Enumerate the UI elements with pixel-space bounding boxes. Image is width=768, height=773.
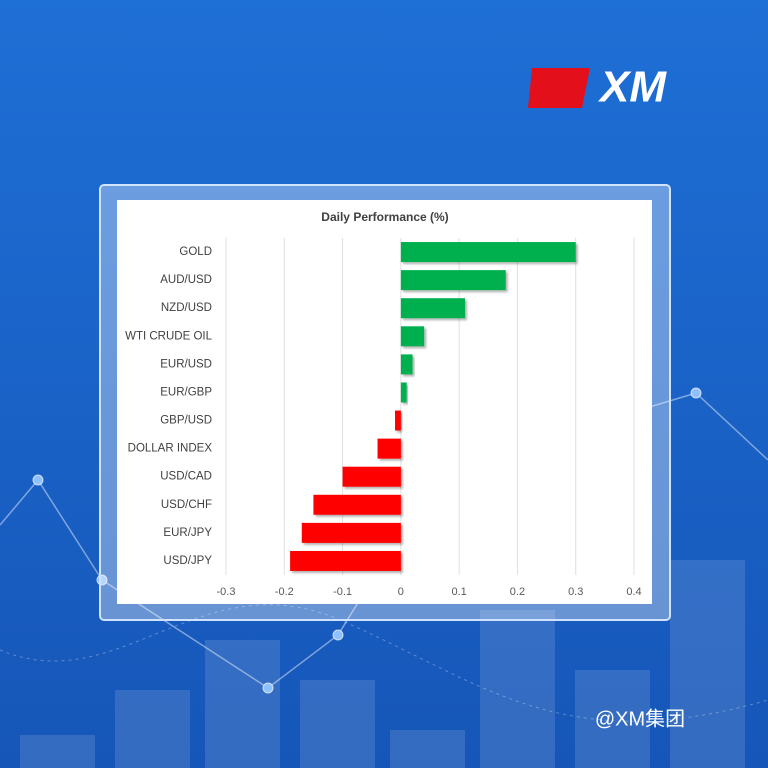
watermark: @XM集团 — [595, 707, 685, 730]
logo-text: XM — [597, 63, 667, 112]
y-tick-label: EUR/GBP — [160, 386, 212, 398]
x-tick-label: 0.1 — [451, 586, 466, 598]
x-tick-label: -0.2 — [275, 586, 294, 598]
y-tick-label: USD/JPY — [163, 555, 212, 567]
y-tick-label: NZD/USD — [161, 302, 212, 314]
bar — [400, 270, 506, 291]
x-tick-label: 0.4 — [626, 586, 641, 598]
bar — [400, 326, 425, 347]
y-tick-label: DOLLAR INDEX — [128, 443, 213, 455]
x-tick-label: 0.3 — [568, 586, 583, 598]
x-tick-label: -0.3 — [217, 586, 236, 598]
x-tick-label: 0 — [398, 586, 404, 598]
decor-line — [0, 392, 768, 689]
y-tick-label: USD/CHF — [161, 499, 212, 511]
y-tick-label: GBP/USD — [160, 415, 212, 427]
y-tick-label: AUD/USD — [160, 274, 212, 286]
bar — [400, 382, 407, 403]
decor-bars — [20, 560, 745, 768]
decor-dots — [32, 387, 702, 694]
bar — [400, 242, 576, 263]
bar — [313, 494, 401, 515]
bar — [301, 522, 401, 543]
bar — [290, 550, 401, 571]
y-tick-label: EUR/JPY — [163, 527, 212, 539]
y-tick-label: GOLD — [179, 246, 212, 258]
bar — [395, 410, 401, 431]
x-tick-label: 0.2 — [510, 586, 525, 598]
logo-mark — [528, 68, 590, 108]
y-tick-label: WTI CRUDE OIL — [125, 330, 212, 342]
bar — [377, 438, 401, 459]
chart-title: Daily Performance (%) — [321, 210, 448, 224]
y-tick-label: EUR/USD — [160, 358, 212, 370]
bar — [342, 466, 401, 487]
plot: -0.3 -0.2 -0.1 0 0.1 0.2 0.3 0.4 GOLD AUD/USD NZD/… — [125, 238, 642, 598]
bar — [400, 354, 413, 375]
y-tick-label: USD/CAD — [160, 471, 212, 483]
x-tick-label: -0.1 — [333, 586, 352, 598]
bar — [400, 298, 465, 319]
